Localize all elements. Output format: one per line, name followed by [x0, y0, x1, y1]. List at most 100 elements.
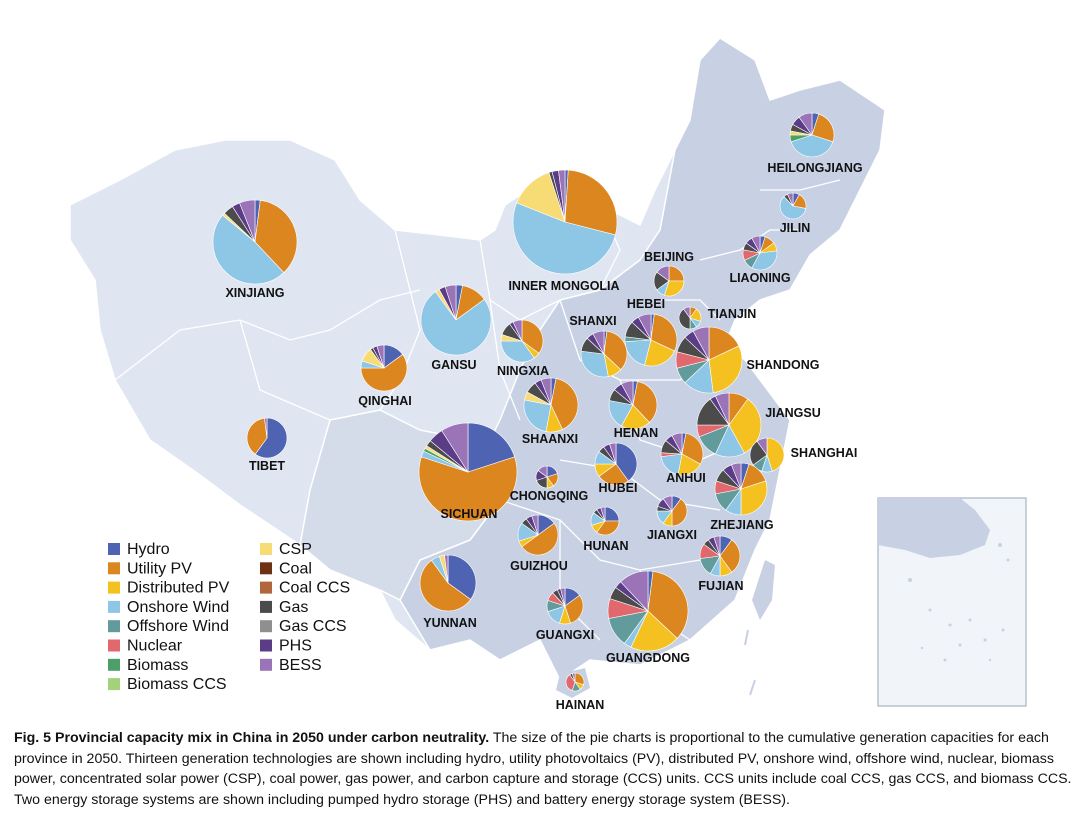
pie-slice-hubei-utility-pv: [598, 463, 629, 486]
legend-label-distributed-pv: Distributed PV: [127, 580, 230, 597]
pie-slice-tibet-utility-pv: [246, 417, 268, 455]
legend-label-utility-pv: Utility PV: [127, 560, 192, 577]
pie-gansu: [420, 284, 492, 356]
legend-label-bess: BESS: [279, 657, 322, 674]
pie-guangdong: [607, 570, 689, 652]
province-label-hubei: HUBEI: [599, 481, 638, 495]
legend-label-nuclear: Nuclear: [127, 638, 183, 655]
legend-label-gas-ccs: Gas CCS: [279, 618, 347, 635]
province-label-shanghai: SHANGHAI: [791, 446, 858, 460]
province-label-shanxi: SHANXI: [569, 314, 616, 328]
province-label-shaanxi: SHAANXI: [522, 432, 578, 446]
legend-label-biomass: Biomass: [127, 657, 188, 674]
figure-caption: Fig. 5 Provincial capacity mix in China …: [14, 728, 1074, 810]
pie-slice-hubei-bess: [609, 442, 617, 465]
pie-slice-qinghai-utility-pv: [360, 354, 408, 392]
pie-liaoning: [742, 235, 778, 271]
legend-swatch-coal: [260, 562, 272, 575]
pie-xinjiang: [212, 199, 298, 285]
pie-slice-liaoning-bess: [751, 235, 761, 254]
pie-slice-yunnan-utility-pv: [419, 559, 472, 612]
caption-body: The size of the pie charts is proportion…: [14, 730, 1072, 808]
pie-slice-guangdong-bess: [620, 570, 649, 612]
province-label-tibet: TIBET: [249, 459, 285, 473]
province-label-ningxia: NINGXIA: [497, 364, 549, 378]
legend: Hydro Utility PV Distributed PV Onshore Win…: [108, 541, 350, 693]
pie-slice-gansu-onshore-wind: [420, 291, 492, 356]
pie-shanxi: [580, 330, 628, 378]
legend-label-hydro: Hydro: [127, 541, 170, 558]
pie-slice-sichuan-utility-pv: [418, 456, 518, 522]
pie-guizhou: [517, 514, 559, 556]
province-label-shandong: SHANDONG: [747, 358, 820, 372]
pie-qinghai: [360, 344, 408, 392]
inset-islands: [908, 543, 1010, 662]
pie-slice-inner-mongolia-utility-pv: [564, 169, 618, 236]
pie-slice-jiangxi-utility-pv: [671, 498, 688, 527]
legend-swatch-nuclear: [108, 639, 120, 652]
pie-slice-hebei-distributed-pv: [644, 339, 675, 367]
pie-jiangxi: [656, 495, 688, 527]
pie-shanghai: [749, 437, 785, 473]
pie-slice-ningxia-bess: [512, 319, 523, 342]
province-label-henan: HENAN: [614, 426, 658, 440]
pie-slice-ningxia-utility-pv: [521, 319, 544, 354]
pie-slice-shanxi-onshore-wind: [580, 350, 609, 378]
pie-slice-hebei-bess: [638, 313, 652, 341]
province-label-guizhou: GUIZHOU: [510, 559, 568, 573]
pie-slice-henan-utility-pv: [632, 381, 658, 423]
pie-slice-fujian-bess: [713, 535, 721, 557]
legend-swatch-biomass-ccs: [108, 678, 120, 691]
legend-swatch-utility-pv: [108, 562, 120, 575]
pie-inner-mongolia: [512, 169, 618, 275]
pie-slice-tianjin-gas: [678, 308, 691, 330]
pie-slice-guangxi-bess: [560, 587, 566, 607]
pie-ningxia: [500, 319, 544, 363]
pie-chongqing: [535, 465, 559, 489]
pie-slice-shanghai-distributed-pv: [766, 437, 785, 472]
pie-slice-yunnan-hydro: [447, 554, 477, 600]
south-china-sea-inset: [877, 497, 1027, 707]
pie-slice-anhui-bess: [671, 432, 683, 455]
province-label-jilin: JILIN: [780, 221, 811, 235]
pie-slice-anhui-utility-pv: [681, 433, 704, 465]
pie-slice-shandong-bess: [692, 326, 710, 361]
legend-label-biomass-ccs: Biomass CCS: [127, 676, 227, 693]
pie-slice-shanxi-utility-pv: [603, 330, 628, 371]
province-label-gansu: GANSU: [431, 358, 476, 372]
province-label-zhejiang: ZHEJIANG: [710, 518, 773, 532]
china-capacity-map: XINJIANG INNER MONGOLIA HEILONGJIANG JILIN L…: [69, 37, 1027, 712]
pie-slice-guangdong-distributed-pv: [630, 610, 678, 652]
pie-fujian: [699, 535, 741, 577]
province-label-guangxi: GUANGXI: [536, 628, 594, 642]
legend-swatch-distributed-pv: [108, 581, 120, 594]
pie-slice-beijing-bess: [656, 265, 670, 282]
legend-swatch-csp: [260, 543, 272, 555]
pie-sichuan: [418, 422, 518, 522]
pie-yunnan: [419, 554, 477, 612]
pie-slice-shaanxi-bess: [540, 377, 552, 406]
pie-slice-heilongjiang-bess: [798, 112, 813, 136]
pie-zhejiang: [714, 462, 768, 516]
pie-slice-xinjiang-bess: [239, 199, 256, 243]
province-label-qinghai: QINGHAI: [358, 394, 411, 408]
pie-shaanxi: [523, 377, 579, 433]
pie-tianjin: [678, 306, 702, 330]
pie-slice-qinghai-bess: [376, 344, 385, 369]
pie-slice-zhejiang-bess: [731, 462, 742, 490]
pie-hebei: [624, 313, 678, 367]
pie-beijing: [653, 265, 685, 297]
province-label-hunan: HUNAN: [583, 539, 628, 553]
pie-slice-heilongjiang-utility-pv: [811, 113, 835, 143]
pie-slice-heilongjiang-onshore-wind: [790, 134, 834, 158]
pie-slice-inner-mongolia-bess: [558, 169, 566, 223]
legend-swatch-onshore-wind: [108, 600, 120, 613]
pie-slice-yunnan-bess: [444, 554, 449, 584]
pie-slice-gansu-bess: [444, 284, 457, 321]
legend-swatch-coal-ccs: [260, 581, 272, 594]
pie-slice-tianjin-bess: [683, 306, 691, 319]
legend-swatch-gas-ccs: [260, 620, 272, 633]
pie-slice-henan-bess: [621, 380, 634, 406]
pie-hubei: [594, 442, 638, 486]
pie-slice-chongqing-bess: [537, 465, 548, 478]
